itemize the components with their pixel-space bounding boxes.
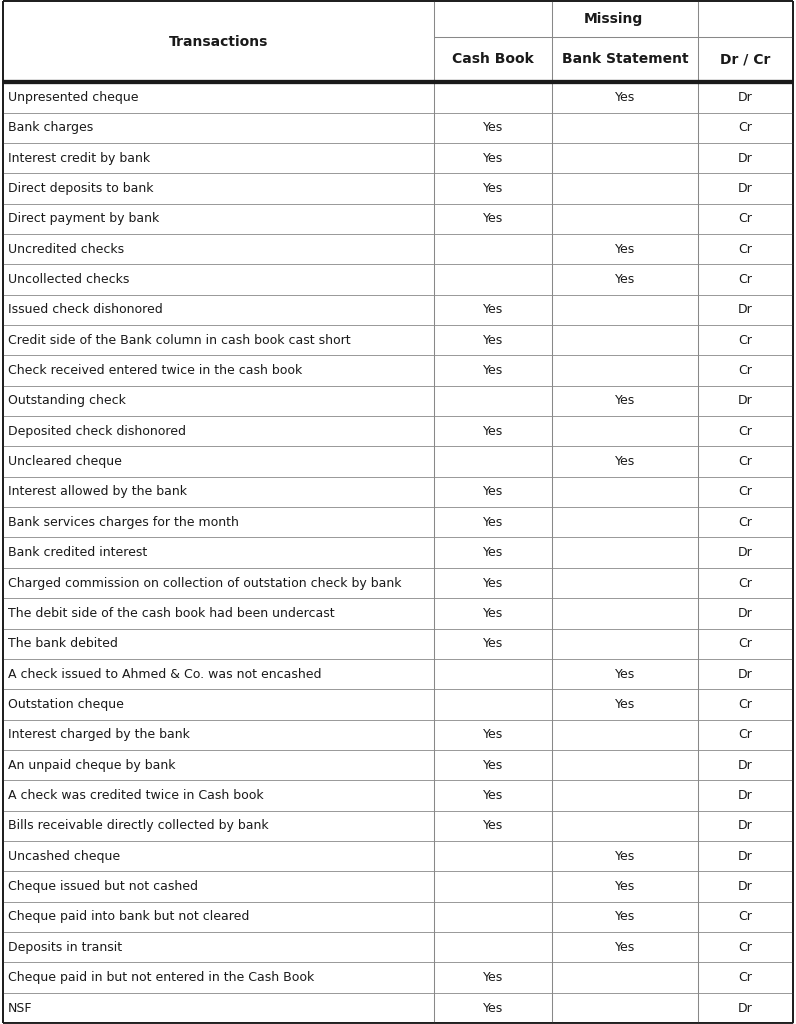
Text: Bills receivable directly collected by bank: Bills receivable directly collected by b…: [8, 819, 268, 833]
Text: Yes: Yes: [482, 759, 503, 772]
Text: Interest allowed by the bank: Interest allowed by the bank: [8, 485, 187, 499]
Text: Yes: Yes: [615, 273, 635, 286]
Text: Cr: Cr: [739, 425, 752, 437]
Text: NSF: NSF: [8, 1001, 33, 1015]
Text: Yes: Yes: [615, 698, 635, 711]
Text: Dr: Dr: [738, 850, 753, 863]
Text: Cr: Cr: [739, 121, 752, 134]
Text: Interest charged by the bank: Interest charged by the bank: [8, 728, 190, 741]
Text: Dr: Dr: [738, 546, 753, 559]
Text: Deposited check dishonored: Deposited check dishonored: [8, 425, 186, 437]
Text: Dr: Dr: [738, 880, 753, 893]
Text: Dr: Dr: [738, 819, 753, 833]
Text: Bank charges: Bank charges: [8, 121, 93, 134]
Text: Check received entered twice in the cash book: Check received entered twice in the cash…: [8, 365, 302, 377]
Text: Deposits in transit: Deposits in transit: [8, 941, 122, 953]
Text: Yes: Yes: [482, 819, 503, 833]
Text: Bank credited interest: Bank credited interest: [8, 546, 147, 559]
Text: Direct deposits to bank: Direct deposits to bank: [8, 182, 154, 195]
Text: Yes: Yes: [482, 182, 503, 195]
Text: Bank services charges for the month: Bank services charges for the month: [8, 516, 239, 528]
Text: Cheque issued but not cashed: Cheque issued but not cashed: [8, 880, 198, 893]
Text: Yes: Yes: [482, 152, 503, 165]
Text: Yes: Yes: [615, 668, 635, 681]
Text: Yes: Yes: [482, 790, 503, 802]
Text: Yes: Yes: [615, 455, 635, 468]
Text: Cr: Cr: [739, 577, 752, 590]
Text: Dr: Dr: [738, 607, 753, 620]
Text: Cr: Cr: [739, 971, 752, 984]
Text: Missing: Missing: [583, 12, 643, 26]
Text: Uncollected checks: Uncollected checks: [8, 273, 130, 286]
Text: Uncredited checks: Uncredited checks: [8, 243, 124, 256]
Text: Cr: Cr: [739, 637, 752, 650]
Text: Yes: Yes: [482, 577, 503, 590]
Text: Uncleared cheque: Uncleared cheque: [8, 455, 122, 468]
Text: An unpaid cheque by bank: An unpaid cheque by bank: [8, 759, 175, 772]
Text: Yes: Yes: [482, 516, 503, 528]
Text: Outstanding check: Outstanding check: [8, 394, 126, 408]
Text: Dr: Dr: [738, 152, 753, 165]
Text: Cr: Cr: [739, 728, 752, 741]
Text: Dr / Cr: Dr / Cr: [720, 52, 771, 67]
Text: Interest credit by bank: Interest credit by bank: [8, 152, 150, 165]
Text: Cr: Cr: [739, 243, 752, 256]
Text: Yes: Yes: [615, 910, 635, 924]
Text: Charged commission on collection of outstation check by bank: Charged commission on collection of outs…: [8, 577, 401, 590]
Text: Yes: Yes: [482, 212, 503, 225]
Text: Dr: Dr: [738, 303, 753, 316]
Text: Cr: Cr: [739, 365, 752, 377]
Text: Yes: Yes: [482, 1001, 503, 1015]
Text: Cr: Cr: [739, 273, 752, 286]
Text: Bank Statement: Bank Statement: [562, 52, 689, 67]
Text: Yes: Yes: [482, 637, 503, 650]
Text: Credit side of the Bank column in cash book cast short: Credit side of the Bank column in cash b…: [8, 334, 350, 347]
Text: Dr: Dr: [738, 91, 753, 103]
Text: Yes: Yes: [482, 303, 503, 316]
Text: A check was credited twice in Cash book: A check was credited twice in Cash book: [8, 790, 263, 802]
Text: Yes: Yes: [482, 485, 503, 499]
Text: Yes: Yes: [615, 91, 635, 103]
Text: Dr: Dr: [738, 759, 753, 772]
Text: The bank debited: The bank debited: [8, 637, 118, 650]
Text: Yes: Yes: [482, 546, 503, 559]
Text: Yes: Yes: [482, 365, 503, 377]
Text: Cr: Cr: [739, 910, 752, 924]
Text: A check issued to Ahmed & Co. was not encashed: A check issued to Ahmed & Co. was not en…: [8, 668, 322, 681]
Text: Cheque paid in but not entered in the Cash Book: Cheque paid in but not entered in the Ca…: [8, 971, 314, 984]
Text: Yes: Yes: [482, 607, 503, 620]
Text: Cr: Cr: [739, 334, 752, 347]
Text: Transactions: Transactions: [169, 35, 268, 49]
Text: Cr: Cr: [739, 941, 752, 953]
Text: Dr: Dr: [738, 668, 753, 681]
Text: Direct payment by bank: Direct payment by bank: [8, 212, 159, 225]
Text: Cr: Cr: [739, 455, 752, 468]
Text: Yes: Yes: [615, 880, 635, 893]
Text: Uncashed cheque: Uncashed cheque: [8, 850, 120, 863]
Text: Yes: Yes: [615, 941, 635, 953]
Text: Outstation cheque: Outstation cheque: [8, 698, 124, 711]
Text: Cr: Cr: [739, 698, 752, 711]
Text: Dr: Dr: [738, 790, 753, 802]
Text: Yes: Yes: [482, 334, 503, 347]
Text: Yes: Yes: [615, 394, 635, 408]
Text: Issued check dishonored: Issued check dishonored: [8, 303, 162, 316]
Text: Dr: Dr: [738, 394, 753, 408]
Text: Cheque paid into bank but not cleared: Cheque paid into bank but not cleared: [8, 910, 249, 924]
Text: Dr: Dr: [738, 182, 753, 195]
Text: Cr: Cr: [739, 485, 752, 499]
Text: Cash Book: Cash Book: [452, 52, 533, 67]
Text: Cr: Cr: [739, 212, 752, 225]
Text: Yes: Yes: [482, 971, 503, 984]
Text: Yes: Yes: [482, 728, 503, 741]
Text: Yes: Yes: [482, 121, 503, 134]
Text: The debit side of the cash book had been undercast: The debit side of the cash book had been…: [8, 607, 334, 620]
Text: Cr: Cr: [739, 516, 752, 528]
Text: Yes: Yes: [615, 850, 635, 863]
Text: Yes: Yes: [482, 425, 503, 437]
Text: Unpresented cheque: Unpresented cheque: [8, 91, 139, 103]
Text: Dr: Dr: [738, 1001, 753, 1015]
Text: Yes: Yes: [615, 243, 635, 256]
